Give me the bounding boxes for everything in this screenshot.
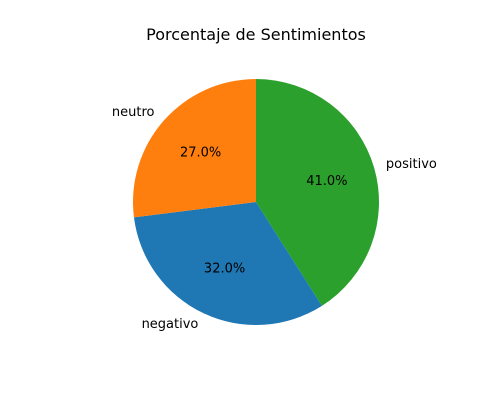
pie-slice-positivo <box>256 79 379 306</box>
pie-labels: positivo 41.0% negativo 32.0% neutro 27.0% <box>112 105 437 332</box>
pie-slices <box>132 79 379 325</box>
slice-percent-neutro: 27.0% <box>180 146 221 161</box>
pie-slice-neutro <box>132 79 256 218</box>
chart-title: Porcentaje de Sentimientos <box>146 25 366 44</box>
slice-percent-negativo: 32.0% <box>204 261 245 276</box>
slice-percent-positivo: 41.0% <box>306 174 347 189</box>
slice-label-positivo: positivo <box>386 157 437 172</box>
pie-slice-negativo <box>133 202 322 325</box>
slice-label-neutro: neutro <box>112 105 155 120</box>
slice-label-negativo: negativo <box>142 317 199 332</box>
